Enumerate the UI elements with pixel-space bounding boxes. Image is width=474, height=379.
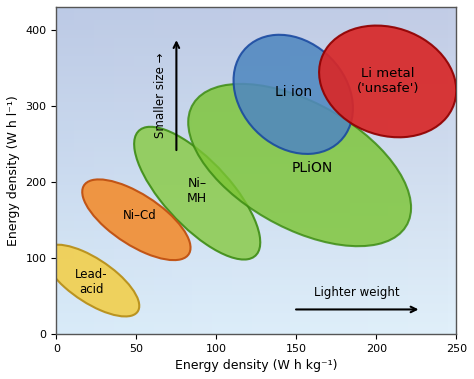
Text: PLiON: PLiON — [292, 161, 333, 175]
Text: Li metal
('unsafe'): Li metal ('unsafe') — [356, 67, 419, 96]
Text: Smaller size →: Smaller size → — [154, 52, 167, 138]
Ellipse shape — [44, 245, 139, 316]
Ellipse shape — [134, 127, 260, 260]
Y-axis label: Energy density (W h l⁻¹): Energy density (W h l⁻¹) — [7, 95, 20, 246]
Text: Lighter weight: Lighter weight — [314, 286, 400, 299]
Ellipse shape — [82, 179, 191, 260]
Ellipse shape — [319, 25, 456, 137]
Text: Ni–Cd: Ni–Cd — [123, 210, 156, 222]
Ellipse shape — [234, 35, 353, 154]
Ellipse shape — [188, 84, 411, 246]
Text: Lead-
acid: Lead- acid — [75, 268, 108, 296]
Text: Ni–
MH: Ni– MH — [187, 177, 207, 205]
X-axis label: Energy density (W h kg⁻¹): Energy density (W h kg⁻¹) — [175, 359, 337, 372]
Text: Li ion: Li ion — [274, 85, 312, 99]
